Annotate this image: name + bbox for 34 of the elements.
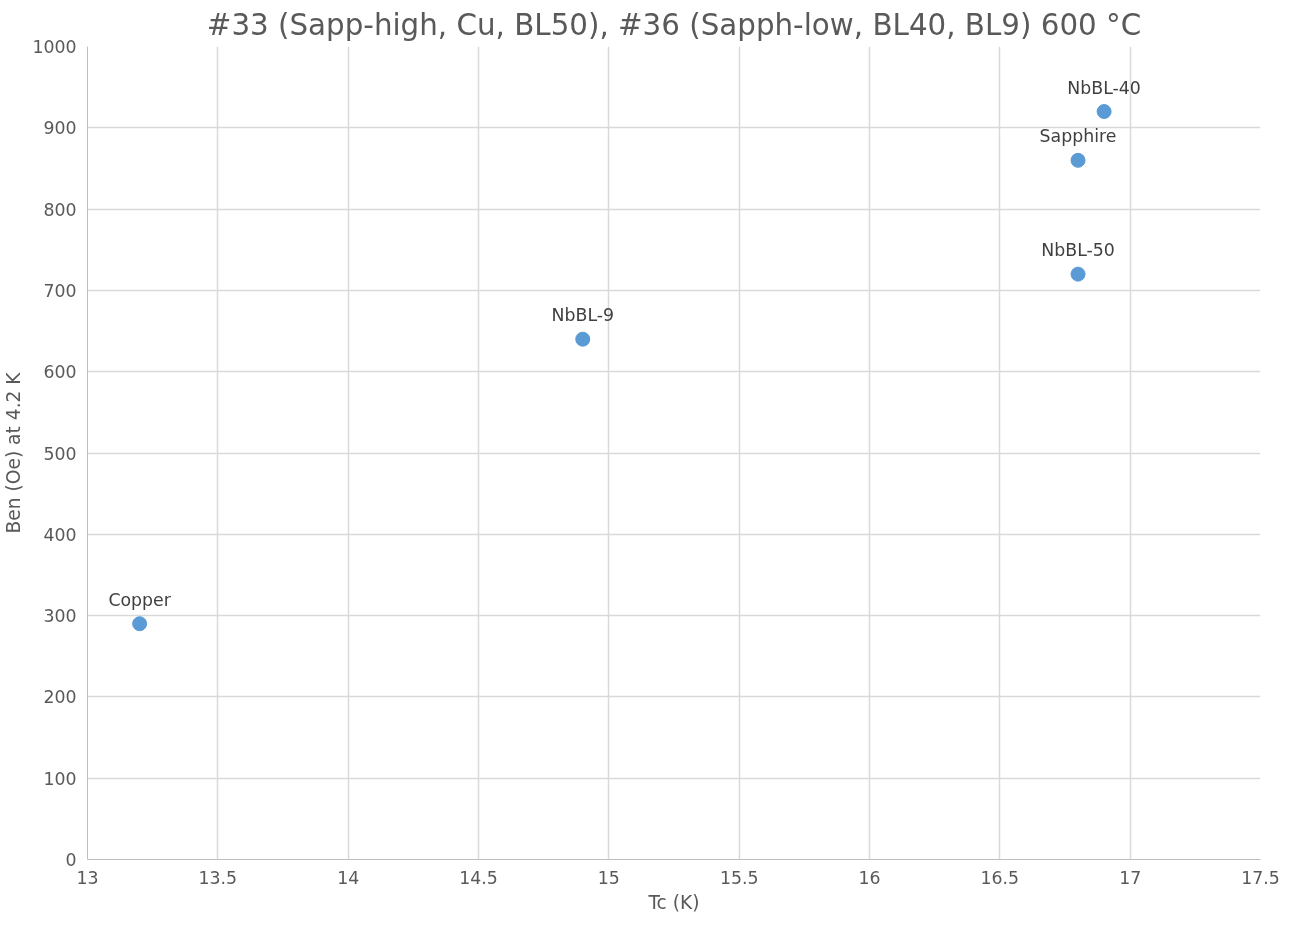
- x-tick-label: 13: [76, 867, 99, 888]
- x-tick-label: 13.5: [198, 867, 238, 888]
- annotation: Copper: [108, 589, 172, 610]
- y-tick-label: 400: [43, 524, 77, 545]
- x-tick-label: 16: [858, 867, 881, 888]
- x-axis-title: Tc (K): [647, 891, 700, 913]
- annotation: NbBL-9: [551, 305, 615, 326]
- x-tick-label: 17.5: [1241, 867, 1280, 888]
- x-tick-label: 14: [337, 867, 360, 888]
- annotation: NbBL-50: [1041, 240, 1115, 261]
- y-tick-label: 1000: [32, 37, 77, 57]
- annotation: Sapphire: [1039, 126, 1117, 147]
- chart-title: #33 (Sapp-high, Cu, BL50), #36 (Sapph-low, BL40, BL9) 600 °C: [206, 7, 1142, 42]
- y-tick-label: 200: [43, 687, 77, 708]
- y-axis-title: Ben (Oe) at 4.2 K: [3, 371, 25, 534]
- y-tick-label: 600: [43, 362, 77, 383]
- y-tick-label: 100: [43, 768, 77, 789]
- annotation: NbBL-40: [1067, 77, 1141, 98]
- x-tick-label: 15: [597, 867, 620, 888]
- y-tick-label: 700: [43, 280, 77, 301]
- point: [132, 616, 148, 632]
- point: [1070, 152, 1086, 168]
- y-tick-label: 800: [43, 199, 77, 220]
- y-tick-label: 0: [65, 850, 77, 870]
- y-tick-label: 900: [43, 118, 77, 139]
- point: [1096, 104, 1112, 120]
- y-tick-label: 500: [43, 443, 77, 464]
- x-tick-label: 14.5: [459, 867, 498, 888]
- y-tick-label: 300: [43, 606, 77, 627]
- x-tick-label: 15.5: [719, 867, 759, 888]
- point: [575, 331, 591, 347]
- point: [1070, 266, 1086, 282]
- x-tick-label: 17: [1119, 867, 1142, 888]
- x-tick-label: 16.5: [980, 867, 1020, 888]
